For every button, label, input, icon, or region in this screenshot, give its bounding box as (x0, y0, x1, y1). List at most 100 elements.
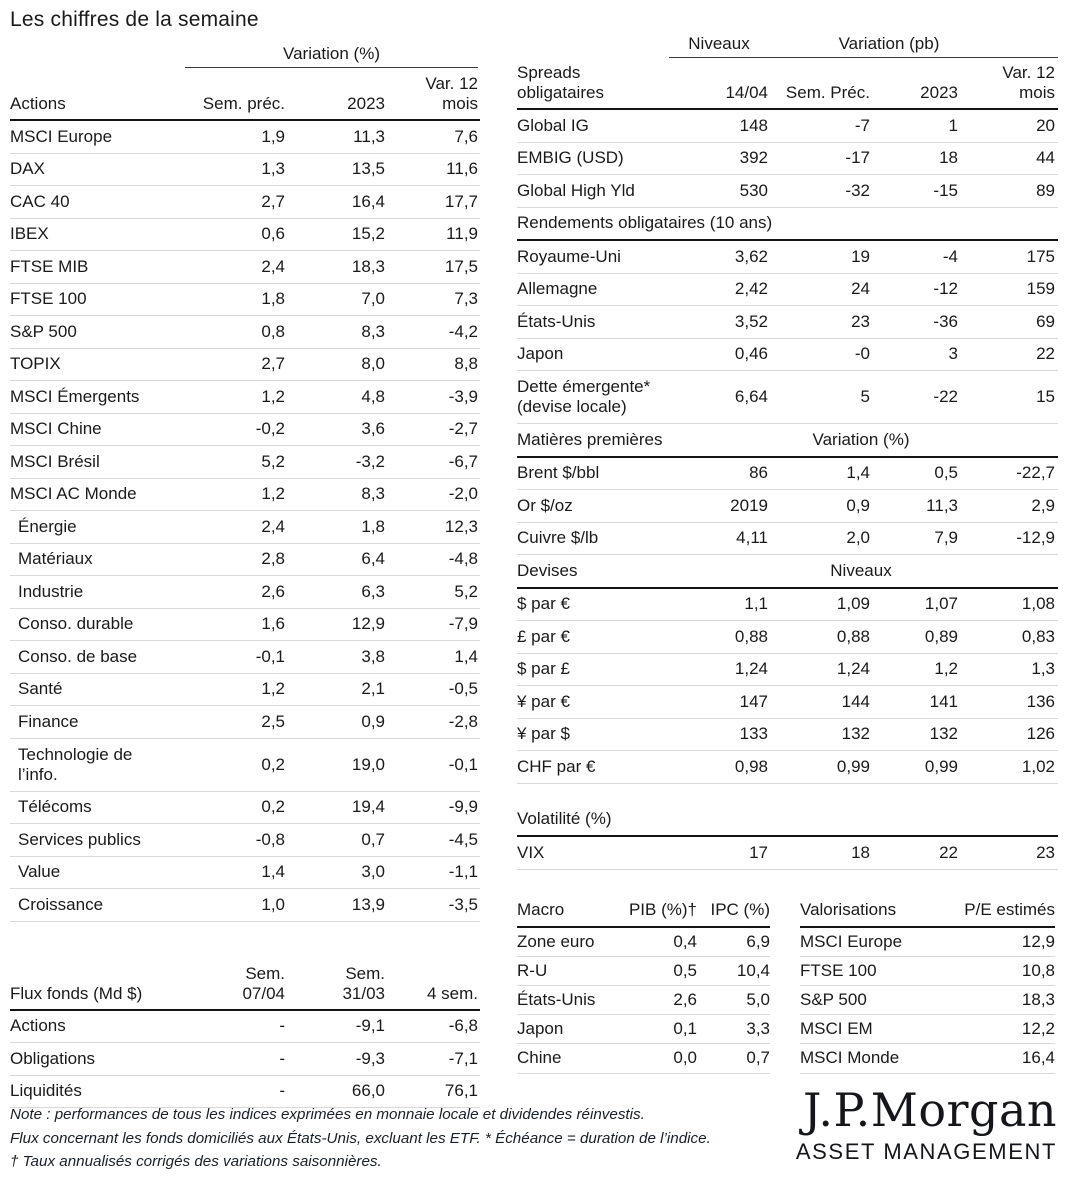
note-line: Flux concernant les fonds domiciliés aux… (10, 1129, 711, 1147)
table-row: MSCI Brésil 5,2 -3,2 -6,7 (10, 446, 480, 479)
column-header: Sem. 07/04 (242, 963, 285, 1003)
section-label: Matières premières (517, 429, 663, 449)
row-value: 1,8 (261, 289, 285, 309)
row-label: MSCI AC Monde (10, 484, 137, 504)
table-row: $ par £ 1,24 1,24 1,2 1,3 (517, 654, 1058, 687)
row-value: 5,0 (746, 990, 770, 1010)
row-value: -12,9 (1016, 528, 1055, 548)
row-label: Matériaux (18, 549, 93, 569)
row-value: 1,0 (261, 894, 285, 914)
section-label: Volatilité (%) (517, 809, 612, 829)
table-row: S&P 500 18,3 (800, 986, 1055, 1016)
row-value: -0,5 (448, 679, 478, 699)
row-value: 6,64 (734, 387, 768, 407)
table-row: $ par € 1,1 1,09 1,07 1,08 (517, 589, 1058, 622)
row-value: 5 (860, 387, 870, 407)
row-value: 11,6 (446, 159, 478, 179)
section-rendements: Rendements obligataires (10 ans) (517, 208, 1058, 242)
macro-header-label: Macro (517, 899, 565, 919)
row-value: 3,8 (361, 646, 385, 666)
note-line: Note : performances de tous les indices … (10, 1106, 645, 1123)
valuations-table-header: Valorisations P/E estimés (800, 900, 1055, 928)
row-label: R-U (517, 960, 548, 980)
row-value: 23 (851, 311, 870, 331)
row-value: 0,88 (836, 626, 870, 646)
spreads-rows: Global IG 148 -7 1 20 EMBIG (USD) 392 -1… (517, 110, 1058, 208)
row-value: 8,3 (361, 484, 385, 504)
row-value: 16,4 (351, 191, 385, 211)
row-label: Chine (517, 1048, 562, 1068)
row-value: 141 (929, 691, 958, 711)
macro-table: Macro PIB (%)† IPC (%) Zone euro 0,4 6,9 (517, 900, 770, 1074)
row-label: Finance (18, 711, 79, 731)
row-value: -7,1 (448, 1048, 478, 1068)
row-value: -22,7 (1016, 463, 1055, 483)
row-value: 7,0 (361, 289, 385, 309)
row-label: Brent $/bbl (517, 463, 600, 483)
macro-table-body: Zone euro 0,4 6,9 R-U 0,5 10,4 États-Uni… (517, 928, 770, 1074)
column-header: Sem. préc. (202, 94, 285, 114)
row-value: -9,1 (355, 1016, 385, 1036)
row-value: 2019 (730, 495, 768, 515)
row-value: 24 (851, 279, 870, 299)
row-value: 0,5 (934, 463, 958, 483)
row-value: 22 (939, 842, 958, 862)
devises-rows: $ par € 1,1 1,09 1,07 1,08 £ par € 0,88 … (517, 589, 1058, 784)
row-value: - (279, 1081, 285, 1101)
table-row: Santé 1,2 2,1 -0,5 (10, 674, 480, 707)
row-value: 19,0 (351, 754, 385, 774)
row-label: MSCI Chine (10, 419, 102, 439)
row-value: 23 (1036, 842, 1055, 862)
section-center-label: Variation (%) (812, 429, 910, 449)
table-row: Or $/oz 2019 0,9 11,3 2,9 (517, 490, 1058, 523)
row-value: 0,8 (261, 321, 285, 341)
row-value: 2,8 (261, 549, 285, 569)
row-value: 0,4 (673, 931, 697, 951)
table-row: ¥ par € 147 144 141 136 (517, 686, 1058, 719)
row-value: -7 (854, 115, 870, 135)
row-label: États-Unis (517, 990, 596, 1010)
row-value: 7,6 (454, 126, 478, 146)
bond-table-header: Spreads obligataires 14/04 Sem. Préc. 20… (517, 58, 1058, 111)
flux-table-body: Actions - -9,1 -6,8 Obligations - -9,3 -… (10, 1011, 480, 1109)
group-header-variation: Variation (pb) (838, 34, 940, 53)
row-label: CAC 40 (10, 191, 70, 211)
row-value: -0 (854, 344, 870, 364)
row-value: -3,5 (448, 894, 478, 914)
row-value: 8,0 (361, 354, 385, 374)
row-value: 3,62 (734, 246, 768, 266)
row-value: 11,3 (353, 126, 385, 146)
row-label: CHF par € (517, 756, 596, 776)
note-line: † Taux annualisés corrigés des variation… (10, 1153, 382, 1171)
row-label: Global High Yld (517, 180, 635, 200)
table-row: Croissance 1,0 13,9 -3,5 (10, 889, 480, 922)
row-value: -9,3 (355, 1048, 385, 1068)
row-value: 0,6 (261, 224, 285, 244)
row-label: Services publics (18, 829, 141, 849)
row-value: 0,1 (673, 1019, 697, 1039)
table-row: MSCI EM 12,2 (800, 1015, 1055, 1045)
row-value: 16,4 (1021, 1048, 1055, 1068)
row-value: -12 (933, 279, 958, 299)
row-value: 6,4 (361, 549, 385, 569)
macro-valuations-block: Macro PIB (%)† IPC (%) Zone euro 0,4 6,9 (517, 900, 1058, 1074)
table-row: CAC 40 2,7 16,4 17,7 (10, 186, 480, 219)
row-value: -3,9 (448, 386, 478, 406)
row-label: Croissance (18, 894, 104, 914)
row-label: Conso. de base (18, 646, 138, 666)
row-value: -9,9 (448, 797, 478, 817)
table-row: Télécoms 0,2 19,4 -9,9 (10, 792, 480, 825)
actions-table-header: Actions Sem. préc. 2023 Var. 12 mois (10, 68, 480, 122)
row-value: 8,8 (454, 354, 478, 374)
row-value: 2,4 (261, 256, 285, 276)
row-value: 1 (948, 115, 958, 135)
row-value: 144 (841, 691, 870, 711)
row-label: MSCI Europe (10, 126, 113, 146)
table-row: MSCI Émergents 1,2 4,8 -3,9 (10, 381, 480, 414)
row-label: EMBIG (USD) (517, 148, 624, 168)
row-value: -7,9 (448, 614, 478, 634)
table-row: Royaume-Uni 3,62 19 -4 175 (517, 241, 1058, 274)
row-label: ¥ par € (517, 691, 570, 711)
table-row: MSCI Chine -0,2 3,6 -2,7 (10, 414, 480, 447)
table-row: Énergie 2,4 1,8 12,3 (10, 511, 480, 544)
